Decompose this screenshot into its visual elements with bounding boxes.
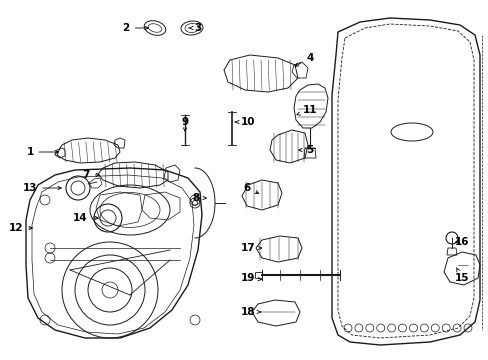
Text: 6: 6 xyxy=(243,183,258,194)
Text: 18: 18 xyxy=(240,307,260,317)
Text: 9: 9 xyxy=(181,117,188,131)
Text: 19: 19 xyxy=(240,273,261,283)
Text: 8: 8 xyxy=(192,193,206,203)
Text: 4: 4 xyxy=(295,53,313,66)
Text: 17: 17 xyxy=(240,243,261,253)
Text: 13: 13 xyxy=(23,183,61,193)
Text: 3: 3 xyxy=(188,23,201,33)
Text: 15: 15 xyxy=(454,268,468,283)
Text: 16: 16 xyxy=(454,237,468,247)
Text: 1: 1 xyxy=(26,147,58,157)
Text: 5: 5 xyxy=(298,145,313,155)
Text: 12: 12 xyxy=(9,223,32,233)
Text: 10: 10 xyxy=(235,117,255,127)
Text: 2: 2 xyxy=(122,23,148,33)
Text: 11: 11 xyxy=(296,105,317,115)
Text: 7: 7 xyxy=(82,170,99,180)
Text: 14: 14 xyxy=(73,213,98,223)
